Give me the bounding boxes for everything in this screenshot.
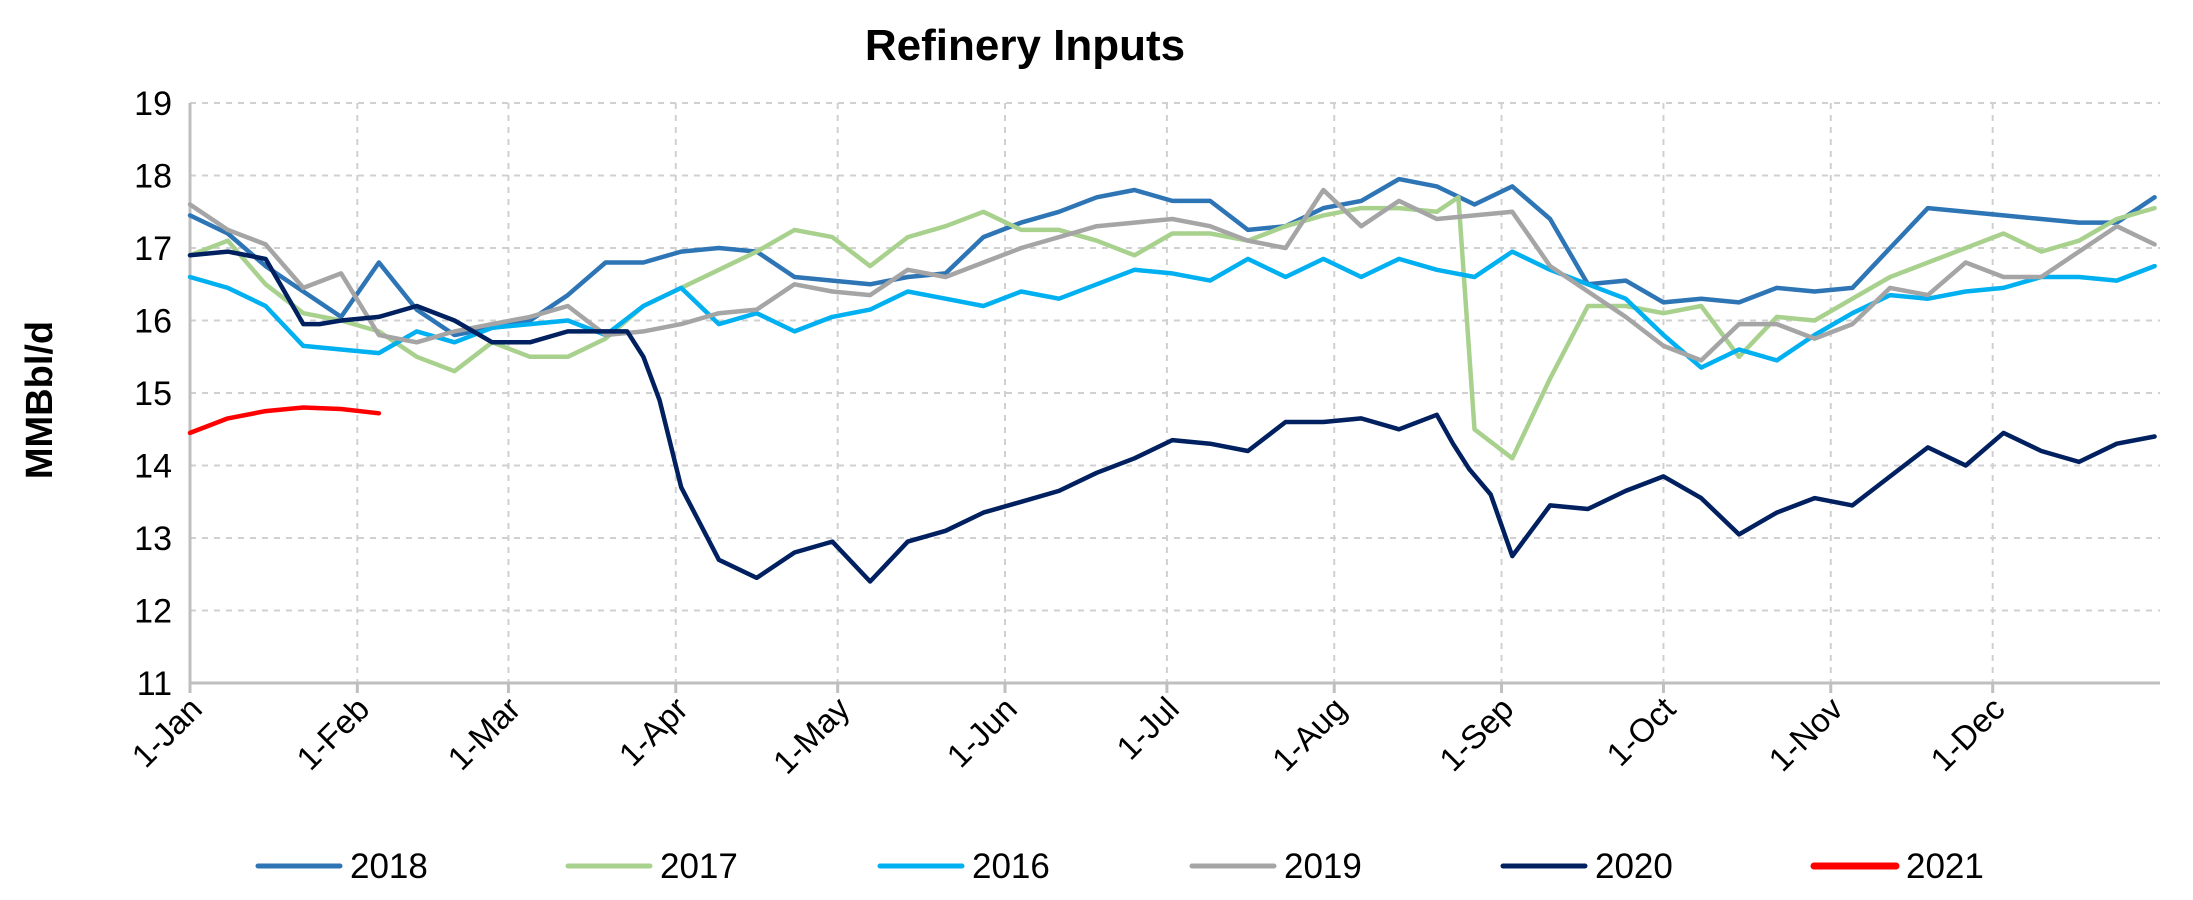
legend-item-2016: 2016 bbox=[877, 847, 1050, 886]
series-line-2017 bbox=[187, 195, 2157, 461]
y-tick-label: 15 bbox=[134, 375, 172, 413]
legend-item-2018: 2018 bbox=[255, 847, 428, 886]
legend-label: 2021 bbox=[1906, 847, 1984, 886]
x-tick-labels: 1-Jan 1-Feb 1-Mar 1-Apr 1-May 1-Jun 1-Jul 1-Aug… bbox=[124, 689, 2011, 780]
legend: 2018 2017 2016 2019 2020 2021 bbox=[255, 847, 1984, 886]
y-tick-label: 19 bbox=[134, 85, 172, 123]
chart-title: Refinery Inputs bbox=[865, 21, 1185, 70]
legend-label: 2018 bbox=[350, 847, 428, 886]
x-tick-label: 1-Jul bbox=[1109, 690, 1186, 767]
y-tick-label: 11 bbox=[137, 665, 172, 703]
y-tick-label: 17 bbox=[134, 230, 172, 268]
x-tick-label: 1-Feb bbox=[289, 690, 376, 777]
y-tick-label: 14 bbox=[134, 448, 172, 486]
series-line-2018 bbox=[187, 176, 2157, 338]
legend-label: 2016 bbox=[972, 847, 1050, 886]
y-tick-label: 18 bbox=[134, 158, 172, 196]
y-axis-label: MMBbl/d bbox=[19, 321, 61, 479]
x-tick-label: 1-May bbox=[766, 689, 857, 780]
legend-label: 2017 bbox=[660, 847, 738, 886]
x-tick-label: 1-Jun bbox=[939, 690, 1024, 775]
series-line-2016 bbox=[187, 249, 2157, 370]
gridlines bbox=[190, 102, 2160, 683]
x-tick-label: 1-Nov bbox=[1761, 689, 1850, 778]
x-tick-label: 1-Apr bbox=[611, 690, 694, 773]
legend-item-2017: 2017 bbox=[565, 847, 738, 886]
legend-item-2021: 2021 bbox=[1810, 847, 1984, 886]
series-line-2020 bbox=[187, 249, 2157, 584]
x-tick-label: 1-Sep bbox=[1432, 690, 1520, 778]
x-tick-label: 1-Dec bbox=[1923, 690, 2011, 778]
x-tick-label: 1-Aug bbox=[1265, 690, 1353, 778]
legend-label: 2020 bbox=[1595, 847, 1673, 886]
series-lines bbox=[187, 176, 2157, 584]
x-tick-label: 1-Mar bbox=[440, 690, 527, 777]
legend-label: 2019 bbox=[1284, 847, 1362, 886]
series-line-2021 bbox=[187, 405, 382, 436]
y-tick-label: 13 bbox=[134, 520, 172, 558]
legend-item-2019: 2019 bbox=[1189, 847, 1362, 886]
x-tick-label: 1-Oct bbox=[1599, 690, 1682, 773]
y-tick-labels: 11 12 13 14 15 16 17 18 19 bbox=[134, 85, 172, 703]
axes bbox=[188, 103, 2160, 693]
y-tick-label: 16 bbox=[134, 303, 172, 341]
series-line-2019 bbox=[187, 187, 2157, 363]
legend-item-2020: 2020 bbox=[1500, 847, 1673, 886]
y-tick-label: 12 bbox=[134, 593, 172, 631]
